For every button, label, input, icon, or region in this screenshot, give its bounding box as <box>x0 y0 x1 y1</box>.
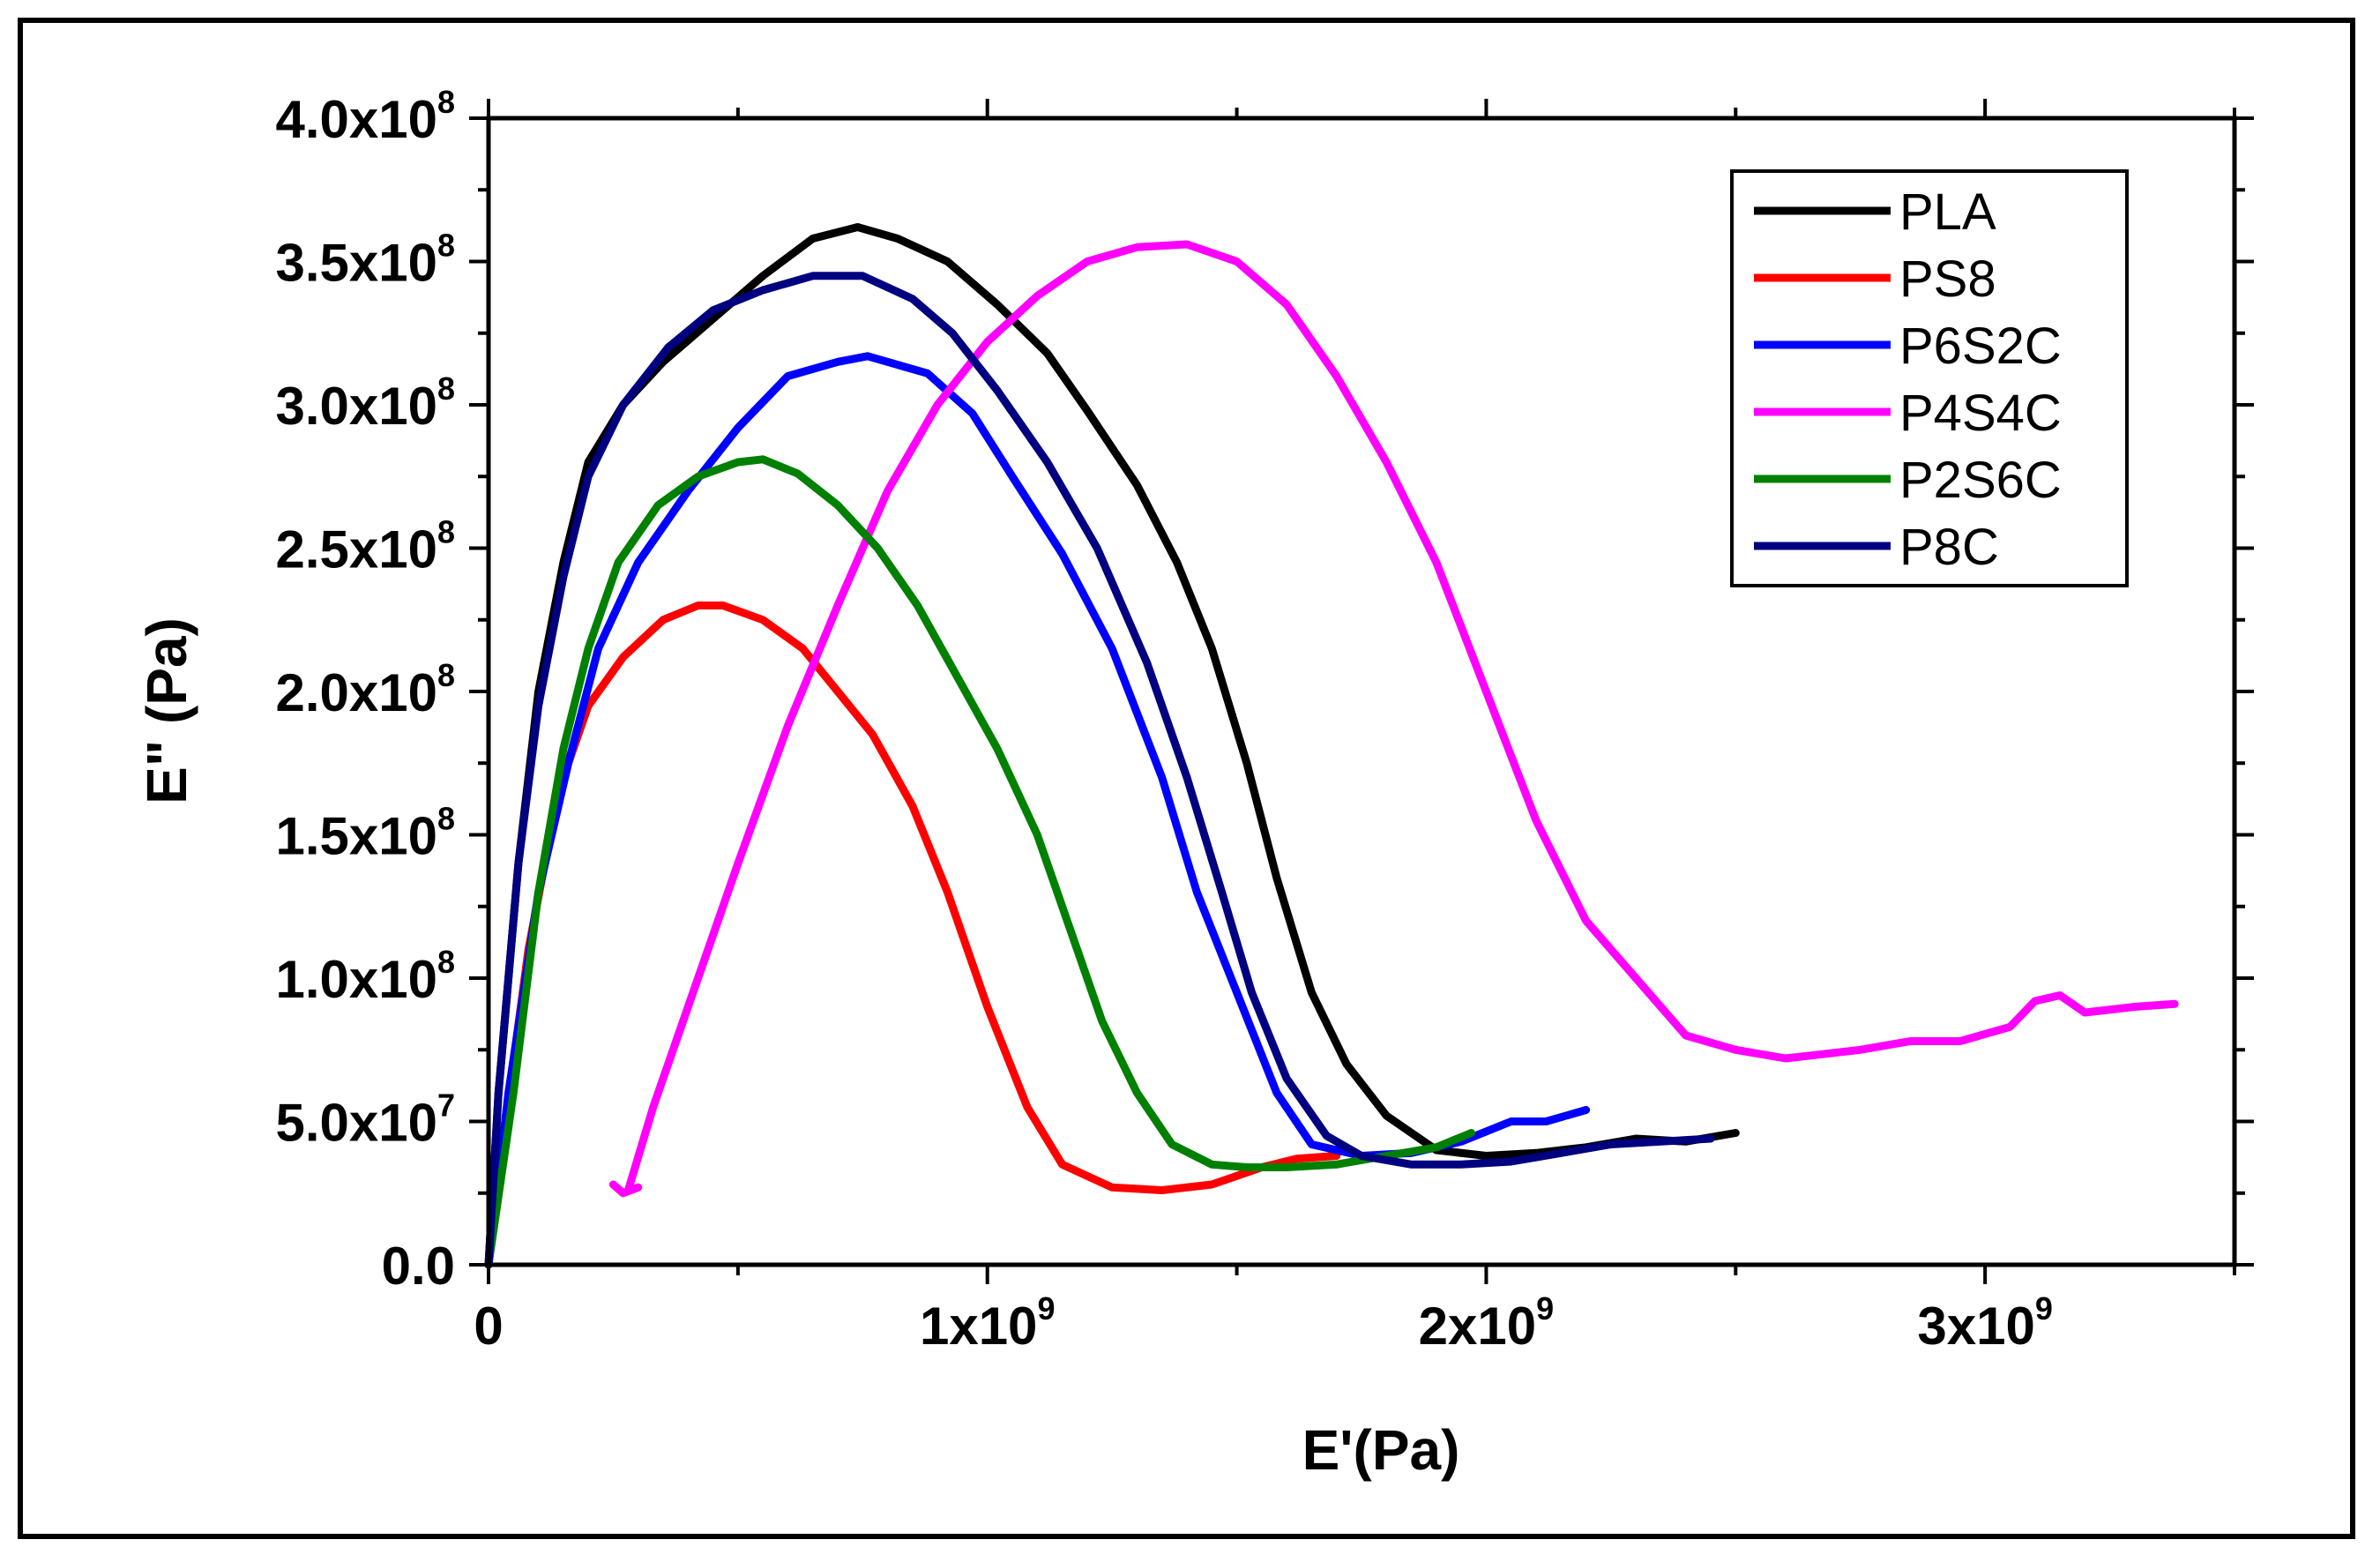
series-line-p4s4c <box>608 240 2179 1198</box>
legend-label: P8C <box>1899 519 1999 576</box>
y-tick-label: 2.0x108 <box>275 657 455 722</box>
legend-label: PLA <box>1899 183 1996 241</box>
legend-box <box>1730 169 2129 587</box>
series-line-pla <box>484 223 1740 1269</box>
y-tick-label: 3.0x108 <box>275 370 455 436</box>
y-tick-label: 2.5x108 <box>275 514 455 579</box>
x-tick-label: 3x109 <box>1917 1290 2053 1356</box>
x-tick-label: 2x109 <box>1419 1290 1555 1356</box>
x-tick-label: 0 <box>474 1297 503 1356</box>
x-tick-label: 1x109 <box>920 1290 1056 1356</box>
legend-label: P6S2C <box>1899 318 2062 375</box>
legend-group: PLA PS8 P6S2C P4S4C P2S6C P8C <box>1730 169 2129 587</box>
y-tick-label: 4.0x108 <box>275 84 455 149</box>
series-line-p8c <box>484 272 1715 1269</box>
axes-group: 0 1x109 2x109 3x109 0.0 5.0x107 1.0x108 1.5x108… <box>275 84 2254 1356</box>
chart-frame: 0 1x109 2x109 3x109 0.0 5.0x107 1.0x108 1.5x108… <box>18 18 2355 1539</box>
chart-svg: 0 1x109 2x109 3x109 0.0 5.0x107 1.0x108 1.5x108… <box>135 84 2254 1482</box>
y-tick-label: 5.0x107 <box>275 1087 455 1153</box>
x-axis-title: E'(Pa) <box>1302 1418 1460 1482</box>
y-tick-label: 0.0 <box>382 1237 455 1296</box>
series-line-p2s6c <box>484 455 1475 1269</box>
legend-label: P4S4C <box>1899 385 2062 442</box>
legend-label: P2S6C <box>1899 452 2062 509</box>
series-group <box>484 223 2179 1269</box>
legend-label: PS8 <box>1899 250 1996 308</box>
y-tick-label: 1.0x108 <box>275 944 455 1009</box>
y-tick-label: 3.5x108 <box>275 228 455 293</box>
y-axis-title: E" (Pa) <box>135 617 198 804</box>
y-tick-label: 1.5x108 <box>275 801 455 866</box>
